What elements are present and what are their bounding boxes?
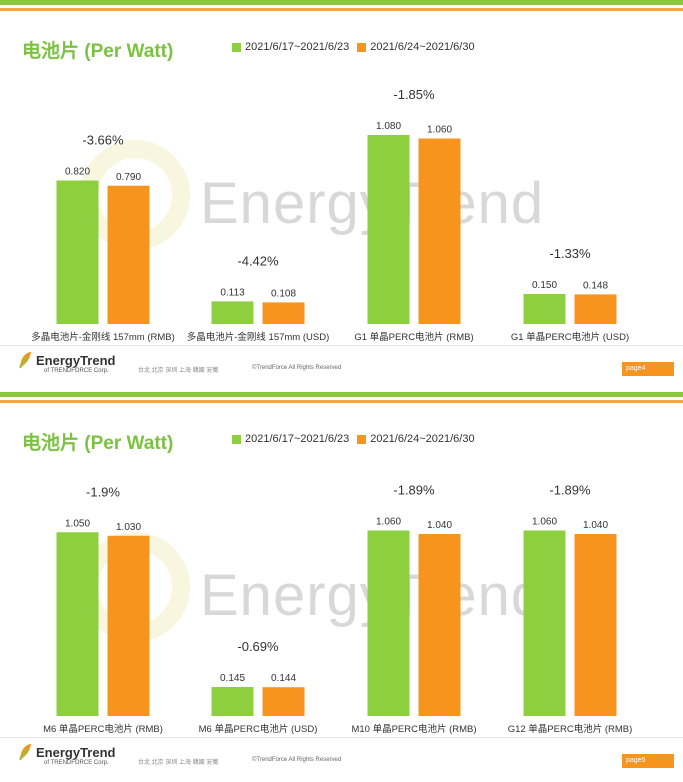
legend-item-week2: 2021/6/24~2021/6/30 — [357, 433, 475, 445]
energytrend-logo: EnergyTrend — [18, 742, 115, 762]
footer-divider — [0, 737, 683, 738]
category-label: M6 单晶PERC电池片 (RMB) — [43, 723, 163, 735]
legend-item-week1: 2021/6/17~2021/6/23 — [232, 41, 349, 53]
data-label: 1.060 — [427, 125, 452, 136]
bar-week2-0 — [107, 185, 150, 324]
bar-week2-0 — [107, 535, 150, 716]
category-label: M10 单晶PERC电池片 (RMB) — [351, 723, 476, 735]
data-label: 1.060 — [376, 517, 401, 528]
bar-week1-1 — [211, 301, 254, 324]
percent-change-annotation: -1.33% — [549, 246, 591, 261]
legend-label: 2021/6/17~2021/6/23 — [245, 433, 350, 445]
top-accent-bar — [0, 392, 683, 397]
top-accent-bar — [0, 0, 683, 5]
top-accent-bar-orange — [0, 400, 683, 403]
bar-week1-3 — [523, 294, 566, 324]
logo-subtitle: of TRENDFORCE Corp. — [44, 760, 109, 766]
percent-change-annotation: -3.66% — [82, 133, 124, 148]
legend-swatch-orange — [357, 42, 367, 52]
data-label: 0.145 — [220, 673, 245, 684]
data-label: 0.108 — [271, 288, 296, 299]
page-number-tag: page4 — [622, 362, 674, 376]
logo-subtitle: of TRENDFORCE Corp. — [44, 368, 109, 374]
bar-chart: 1.050 1.030 -1.9% M6 单晶PERC电池片 (RMB) 0.145 0.… — [43, 483, 633, 736]
legend-item-week1: 2021/6/17~2021/6/23 — [232, 433, 349, 445]
data-label: 1.050 — [65, 518, 90, 529]
leaf-icon — [19, 744, 31, 761]
bar-week1-1 — [211, 687, 254, 716]
percent-change-annotation: -4.42% — [237, 253, 279, 268]
logo-text: EnergyTrend — [36, 352, 116, 368]
bar-week2-3 — [574, 294, 617, 324]
legend-swatch-green — [232, 42, 241, 52]
energytrend-logo: EnergyTrend — [18, 350, 115, 370]
data-label: 0.148 — [583, 280, 608, 291]
data-label: 1.040 — [427, 520, 452, 531]
legend-swatch-green — [232, 434, 241, 444]
category-label: M6 单晶PERC电池片 (USD) — [199, 723, 318, 735]
bar-week1-3 — [523, 530, 566, 716]
page-number-tag: page5 — [622, 754, 674, 768]
percent-change-annotation: -1.85% — [393, 87, 435, 102]
percent-change-annotation: -1.89% — [393, 483, 435, 498]
copyright-text: ©TrendForce All Rights Reserved — [252, 365, 342, 371]
percent-change-annotation: -1.89% — [549, 483, 591, 498]
category-label: G1 单晶PERC电池片 (USD) — [511, 331, 629, 343]
data-label: 0.113 — [220, 287, 245, 298]
bar-chart: 0.820 0.790 -3.66% 多晶电池片-金刚线 157mm (RMB) 0.1… — [31, 87, 629, 343]
data-label: 1.040 — [583, 520, 608, 531]
data-label: 1.060 — [532, 517, 557, 528]
legend-label: 2021/6/24~2021/6/30 — [370, 41, 475, 53]
data-label: 0.150 — [532, 280, 557, 291]
data-label: 0.144 — [271, 673, 296, 684]
slide-title: 电池片 (Per Watt) — [22, 433, 174, 454]
category-label: 多晶电池片-金刚线 157mm (RMB) — [31, 331, 175, 343]
legend-label: 2021/6/24~2021/6/30 — [370, 433, 475, 445]
top-accent-bar-orange — [0, 8, 683, 11]
percent-change-annotation: -0.69% — [237, 639, 279, 654]
slide-page5: EnergyTrend 电池片 (Per Watt) 2021/6/17~202… — [0, 392, 683, 782]
chart-legend: 2021/6/17~2021/6/23 2021/6/24~2021/6/30 — [232, 433, 475, 445]
legend-label: 2021/6/17~2021/6/23 — [245, 41, 350, 53]
bar-week2-1 — [262, 302, 305, 324]
logo-text: EnergyTrend — [36, 744, 116, 760]
slide-page4: EnergyTrend 电池片 (Per Watt) 2021/6/17~202… — [0, 0, 683, 390]
copyright-text: ©TrendForce All Rights Reserved — [252, 757, 342, 763]
bar-week1-0 — [56, 532, 99, 716]
office-cities: 台北 北京 深圳 上海 韓國 安徽 — [138, 368, 219, 374]
leaf-icon — [19, 352, 31, 369]
category-label: G12 单晶PERC电池片 (RMB) — [508, 723, 633, 735]
office-cities: 台北 北京 深圳 上海 韓國 安徽 — [138, 760, 219, 766]
footer-divider — [0, 345, 683, 346]
category-label: G1 单晶PERC电池片 (RMB) — [354, 331, 473, 343]
bar-week1-2 — [367, 135, 410, 324]
bar-week2-3 — [574, 534, 617, 716]
bar-week2-2 — [418, 534, 461, 716]
bar-week2-2 — [418, 138, 461, 324]
percent-change-annotation: -1.9% — [86, 484, 120, 499]
category-label: 多晶电池片-金刚线 157mm (USD) — [187, 331, 330, 343]
bar-week1-0 — [56, 180, 99, 324]
slide-title: 电池片 (Per Watt) — [22, 41, 174, 62]
data-label: 0.790 — [116, 172, 141, 183]
bar-week2-1 — [262, 687, 305, 716]
data-label: 1.030 — [116, 522, 141, 533]
data-label: 1.080 — [376, 121, 401, 132]
chart-legend: 2021/6/17~2021/6/23 2021/6/24~2021/6/30 — [232, 41, 475, 53]
data-label: 0.820 — [65, 167, 90, 178]
bar-week1-2 — [367, 530, 410, 716]
legend-swatch-orange — [357, 434, 367, 444]
legend-item-week2: 2021/6/24~2021/6/30 — [357, 41, 475, 53]
